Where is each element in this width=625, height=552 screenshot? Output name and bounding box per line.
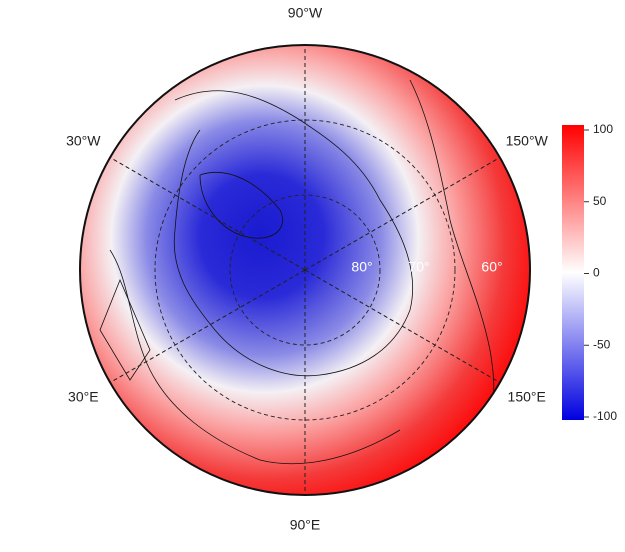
longitude-label: 150°W <box>506 133 549 149</box>
latitude-label: 60° <box>481 259 502 275</box>
longitude-label: 30°E <box>68 389 99 405</box>
colorbar-label: 0 <box>593 266 600 280</box>
meridian <box>304 269 501 383</box>
longitude-label: 30°W <box>66 133 101 149</box>
longitude-label: 90°E <box>290 517 321 533</box>
longitude-label: 150°E <box>508 389 546 405</box>
parallel <box>154 119 456 421</box>
meridian <box>304 157 501 271</box>
meridian <box>109 157 306 271</box>
colorbar-label: 50 <box>593 194 607 208</box>
colorbar-label: -50 <box>593 337 611 351</box>
longitude-label: 90°W <box>288 5 323 21</box>
colorbar-label: -100 <box>593 409 617 423</box>
map-border <box>79 44 531 496</box>
latitude-label: 70° <box>408 259 429 275</box>
meridian <box>109 269 306 383</box>
colorbar <box>562 125 584 420</box>
colorbar-label: 100 <box>593 122 613 136</box>
parallel <box>229 194 381 346</box>
latitude-label: 80° <box>351 259 372 275</box>
